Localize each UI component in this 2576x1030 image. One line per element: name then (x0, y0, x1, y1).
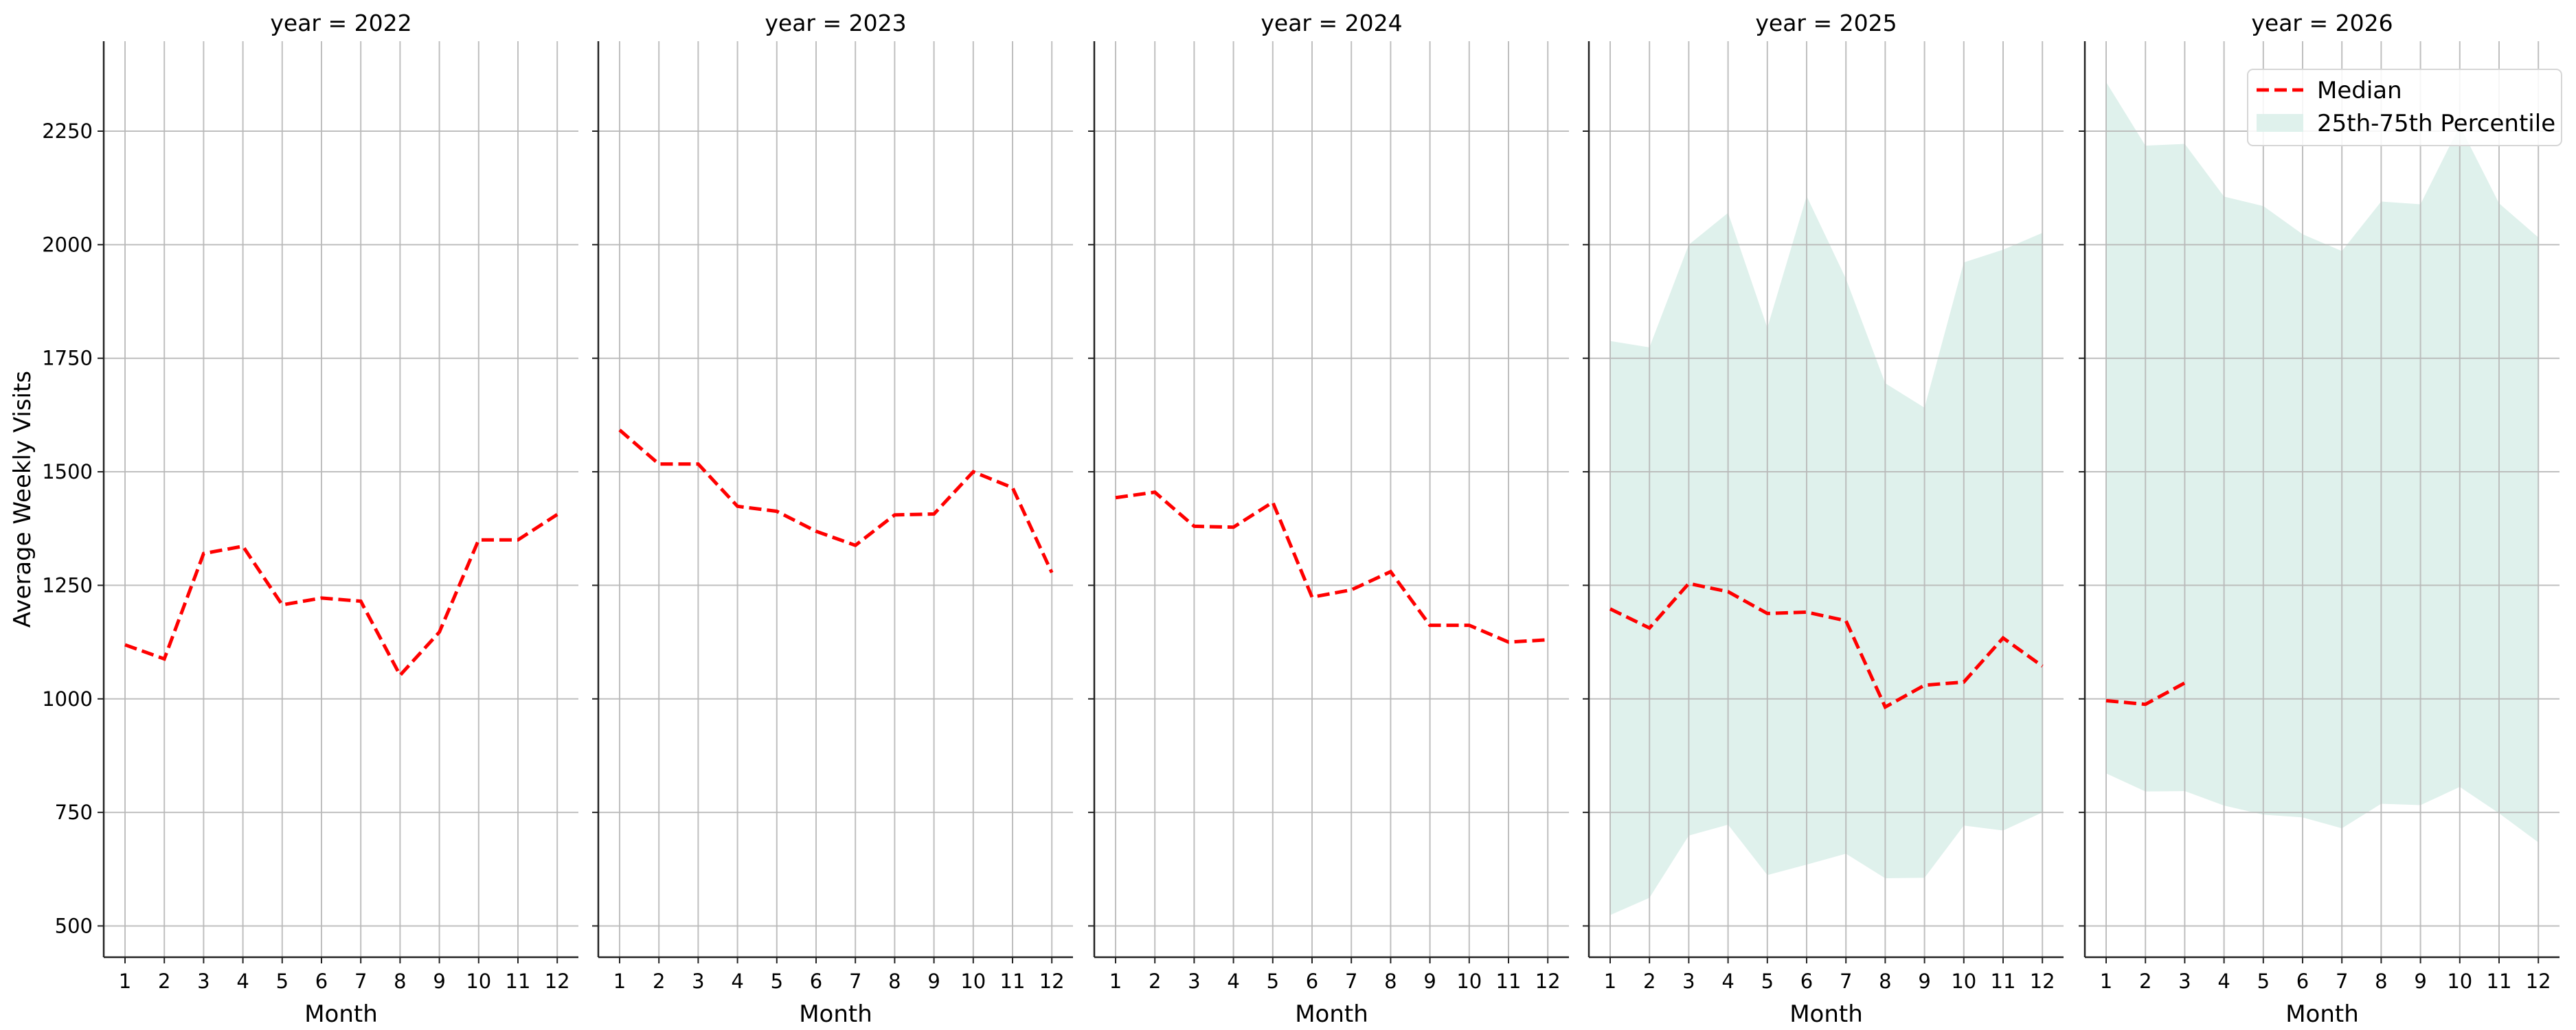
x-tick-label: 10 (1951, 970, 1976, 993)
x-tick-label: 6 (1306, 970, 1318, 993)
y-tick-label: 500 (55, 914, 93, 937)
x-axis-label: Month (304, 1000, 378, 1028)
x-tick-label: 5 (1761, 970, 1774, 993)
legend-label-median: Median (2317, 77, 2402, 104)
median-line (2105, 681, 2186, 707)
x-tick-label: 9 (1918, 970, 1930, 993)
legend-frame (2247, 69, 2562, 146)
x-tick-label: 3 (1188, 970, 1200, 993)
x-tick-label: 1 (1604, 970, 1616, 993)
x-tick-label: 1 (613, 970, 626, 993)
x-tick-label: 9 (2414, 970, 2426, 993)
x-tick-label: 7 (849, 970, 861, 993)
y-tick-label: 1750 (42, 347, 93, 370)
x-tick-label: 3 (692, 970, 704, 993)
x-tick-label: 11 (2487, 970, 2512, 993)
x-tick-label: 12 (545, 970, 570, 993)
x-tick-label: 9 (927, 970, 940, 993)
x-tick-label: 10 (466, 970, 491, 993)
x-tick-label: 2 (1149, 970, 1161, 993)
x-tick-label: 10 (960, 970, 986, 993)
x-tick-label: 6 (315, 970, 328, 993)
median-line (618, 428, 1054, 573)
legend: Median 25th-75th Percentile (2247, 69, 2562, 146)
median-line (1115, 490, 1548, 644)
x-tick-label: 8 (888, 970, 901, 993)
panel-title: year = 2026 (2251, 10, 2393, 36)
x-tick-label: 3 (2178, 970, 2191, 993)
x-tick-label: 1 (119, 970, 131, 993)
x-tick-label: 6 (2296, 970, 2309, 993)
legend-label-percentile: 25th-75th Percentile (2317, 110, 2555, 137)
panel-title: year = 2025 (1755, 10, 1897, 36)
x-tick-label: 2 (2139, 970, 2151, 993)
x-tick-label: 5 (771, 970, 783, 993)
x-tick-label: 4 (1721, 970, 1734, 993)
y-axis-label: Average Weekly Visits (9, 371, 36, 628)
x-tick-label: 6 (1800, 970, 1813, 993)
y-tick-label: 750 (55, 801, 93, 824)
x-tick-label: 1 (2100, 970, 2112, 993)
x-tick-label: 2 (1643, 970, 1656, 993)
x-tick-label: 11 (1000, 970, 1026, 993)
panel-title: year = 2023 (765, 10, 906, 36)
median-line (1609, 582, 2044, 710)
x-tick-label: 1 (1109, 970, 1122, 993)
x-tick-label: 8 (1879, 970, 1891, 993)
x-axis-label: Month (1295, 1000, 1368, 1028)
x-tick-label: 11 (1496, 970, 1522, 993)
x-tick-label: 11 (1991, 970, 2016, 993)
x-tick-label: 3 (197, 970, 210, 993)
x-tick-label: 2 (158, 970, 170, 993)
x-tick-label: 7 (2336, 970, 2348, 993)
panel-title: year = 2022 (270, 10, 411, 36)
x-tick-label: 3 (1682, 970, 1695, 993)
band-legend-swatch-icon (2257, 114, 2303, 132)
x-tick-label: 12 (2526, 970, 2551, 993)
x-axis-label: Month (1789, 1000, 1863, 1028)
x-tick-label: 11 (506, 970, 531, 993)
x-tick-label: 7 (354, 970, 367, 993)
x-tick-label: 2 (653, 970, 665, 993)
x-tick-label: 4 (1227, 970, 1239, 993)
y-tick-label: 1000 (42, 687, 93, 711)
x-tick-label: 6 (810, 970, 822, 993)
x-tick-label: 9 (1423, 970, 1436, 993)
x-axis-label: Month (799, 1000, 872, 1028)
percentile-band (1610, 196, 2043, 915)
x-tick-label: 12 (2030, 970, 2055, 993)
x-tick-label: 9 (433, 970, 445, 993)
percentile-band (2106, 82, 2539, 843)
x-tick-label: 5 (276, 970, 289, 993)
x-tick-label: 10 (1456, 970, 1482, 993)
y-tick-label: 1500 (42, 460, 93, 483)
panel-title: year = 2024 (1261, 10, 1402, 36)
median-line (124, 513, 558, 678)
y-tick-label: 2250 (42, 119, 93, 143)
x-tick-label: 8 (394, 970, 406, 993)
x-tick-label: 10 (2447, 970, 2472, 993)
x-tick-label: 7 (1840, 970, 1852, 993)
x-tick-label: 4 (731, 970, 743, 993)
x-tick-label: 4 (236, 970, 249, 993)
x-tick-label: 8 (2375, 970, 2387, 993)
y-tick-label: 1250 (42, 573, 93, 597)
x-tick-label: 7 (1345, 970, 1357, 993)
x-tick-label: 12 (1039, 970, 1065, 993)
x-tick-label: 5 (1267, 970, 1279, 993)
y-tick-label: 2000 (42, 233, 93, 256)
x-tick-label: 5 (2257, 970, 2270, 993)
x-axis-label: Month (2285, 1000, 2359, 1028)
x-tick-label: 12 (1535, 970, 1561, 993)
x-tick-label: 8 (1384, 970, 1397, 993)
x-tick-label: 4 (2217, 970, 2230, 993)
